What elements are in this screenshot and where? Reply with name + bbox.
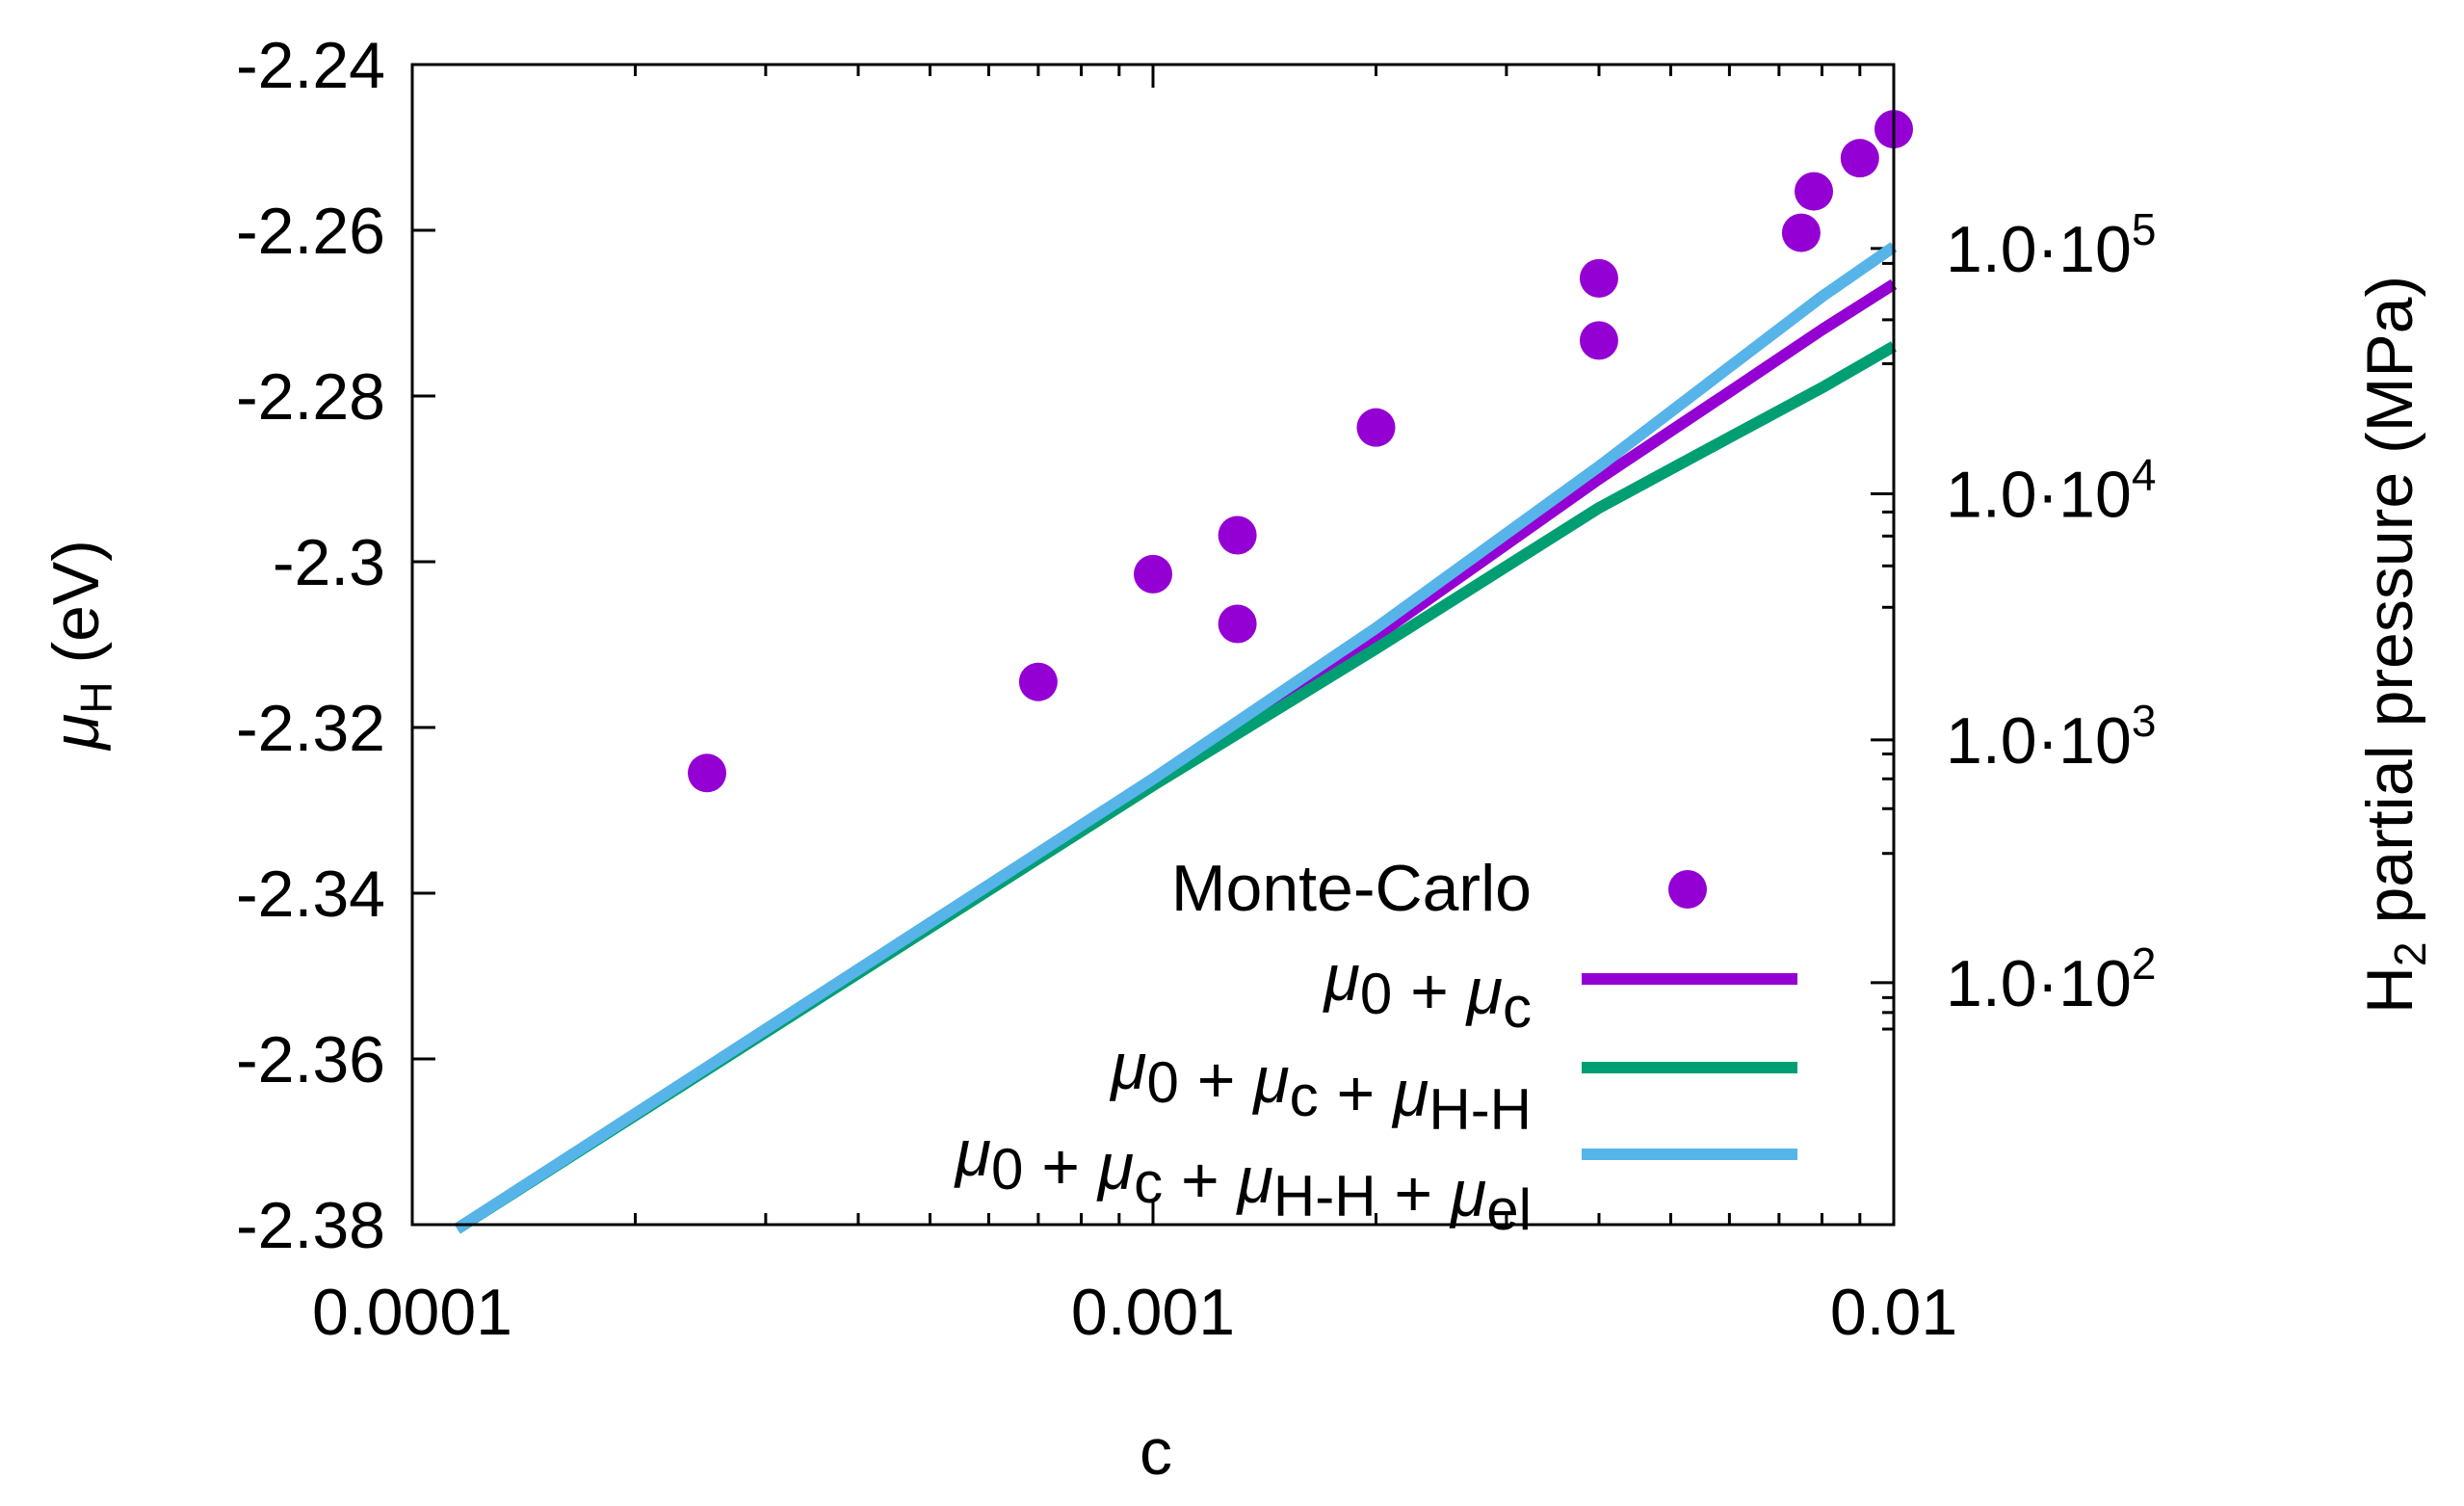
y-tick-label: -2.28 [236, 360, 385, 434]
y-axis-title-symbol: μ [39, 714, 113, 752]
x-axis-title: c [1140, 1415, 1172, 1489]
y-tick-label: -2.38 [236, 1189, 385, 1262]
monte-carlo-points [688, 110, 1913, 793]
legend-label: μ0 + μc + μH-H + μel [954, 1117, 1532, 1242]
monte-carlo-point [1134, 554, 1172, 594]
monte-carlo-point [1781, 213, 1821, 252]
monte-carlo-point [1218, 515, 1257, 555]
y2-axis-title: H2 partial pressure (MPa) [2353, 276, 2435, 1014]
series-lines [454, 242, 1898, 1234]
tick-labels: 0.0001 0.001 0.01 -2.24 -2.26 -2.28 -2.3 -2.32 -… [236, 29, 2156, 1349]
y-tick-label: -2.3 [273, 526, 385, 599]
y2-tick-label: 1.0·105 [1946, 204, 2156, 286]
monte-carlo-point [1840, 139, 1879, 178]
y2-axis-title-suffix: partial pressure (MPa) [2353, 276, 2426, 942]
x-tick-label: 0.01 [1830, 1276, 1957, 1349]
y2-axis-title-prefix: H [2353, 966, 2426, 1014]
series-line-3 [454, 242, 1898, 1234]
monte-carlo-point [1579, 258, 1618, 298]
monte-carlo-point [1356, 408, 1396, 447]
monte-carlo-point [1018, 662, 1058, 701]
legend-key-point [1668, 870, 1707, 909]
y2-tick-label: 1.0·102 [1946, 938, 2156, 1020]
monte-carlo-point [1218, 604, 1257, 644]
y2-tick-label: 1.0·103 [1946, 696, 2156, 778]
x-tick-label: 0.001 [1071, 1276, 1235, 1349]
y2-tick-label: 1.0·104 [1946, 449, 2156, 531]
legend-label: μ0 + μc + μH-H [1109, 1030, 1532, 1142]
y2-axis-title-subscript: 2 [2385, 941, 2435, 966]
y-tick-label: -2.34 [236, 858, 385, 931]
y-tick-label: -2.32 [236, 692, 385, 765]
y-tick-label: -2.26 [236, 195, 385, 268]
y-axis-title-subscript: H [71, 681, 121, 713]
legend-label: μ0 + μc [1323, 941, 1532, 1040]
monte-carlo-point [1795, 172, 1834, 211]
monte-carlo-point [1579, 321, 1618, 360]
legend-label: Monte-Carlo [1171, 852, 1532, 925]
y-tick-label: -2.24 [236, 29, 385, 102]
y-axis-title: μH (eV) [39, 540, 121, 752]
monte-carlo-point [688, 753, 727, 793]
x-tick-label: 0.0001 [312, 1276, 512, 1349]
y-axis-title-suffix: (eV) [39, 540, 113, 681]
plot-frame [410, 63, 1896, 1227]
y-tick-label: -2.36 [236, 1023, 385, 1096]
